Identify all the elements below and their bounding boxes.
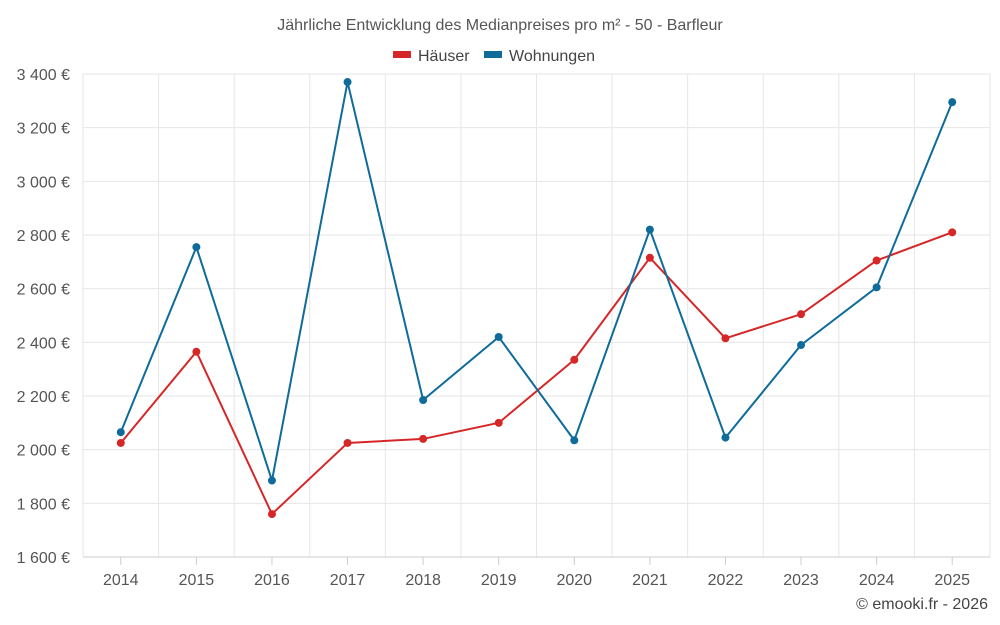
y-tick-label: 2 000 €	[17, 443, 70, 460]
y-tick-label: 2 400 €	[17, 335, 70, 352]
data-point-wohnungen-2022[interactable]	[721, 433, 730, 442]
data-point-wohnungen-2023[interactable]	[797, 341, 806, 350]
legend: Häuser Wohnungen	[393, 48, 595, 65]
data-point-wohnungen-2016[interactable]	[267, 476, 276, 485]
data-point-wohnungen-2018[interactable]	[419, 396, 428, 405]
credit-text: © emooki.fr - 2026	[856, 596, 988, 613]
data-point-haeuser-2014[interactable]	[116, 438, 125, 447]
y-tick-label: 3 400 €	[17, 67, 70, 84]
series-lines	[119, 81, 954, 516]
legend-label-haeuser[interactable]: Häuser	[418, 48, 470, 65]
x-tick-label: 2023	[783, 572, 819, 589]
data-point-wohnungen-2017[interactable]	[343, 78, 352, 87]
x-tick-label: 2018	[405, 572, 441, 589]
y-tick-label: 3 000 €	[17, 174, 70, 191]
x-tick-label: 2019	[481, 572, 517, 589]
data-point-wohnungen-2021[interactable]	[645, 225, 654, 234]
data-point-haeuser-2016[interactable]	[267, 510, 276, 519]
data-point-haeuser-2017[interactable]	[343, 438, 352, 447]
data-point-wohnungen-2025[interactable]	[948, 98, 957, 107]
data-point-wohnungen-2019[interactable]	[494, 332, 503, 341]
x-tick-label: 2022	[708, 572, 744, 589]
data-point-haeuser-2019[interactable]	[494, 418, 503, 427]
y-axis-ticks: 1 600 € 1 800 € 2 000 € 2 200 € 2 400 € 2 600…	[17, 67, 70, 567]
data-point-wohnungen-2015[interactable]	[192, 243, 201, 252]
data-point-haeuser-2022[interactable]	[721, 334, 730, 343]
y-tick-label: 3 200 €	[17, 121, 70, 138]
y-tick-label: 1 600 €	[17, 550, 70, 567]
data-point-wohnungen-2014[interactable]	[116, 428, 125, 437]
legend-swatch-wohnungen	[484, 51, 502, 58]
legend-label-wohnungen[interactable]: Wohnungen	[509, 48, 595, 65]
x-tick-label: 2014	[103, 572, 139, 589]
grid	[82, 73, 991, 558]
data-point-haeuser-2025[interactable]	[948, 228, 957, 237]
x-tick-label: 2017	[330, 572, 366, 589]
data-point-haeuser-2023[interactable]	[797, 310, 806, 319]
data-point-wohnungen-2020[interactable]	[570, 436, 579, 445]
series-line-haeuser	[120, 231, 953, 516]
series-line-wohnungen	[119, 81, 954, 482]
chart-title: Jährliche Entwicklung des Medianpreises …	[277, 17, 723, 34]
data-point-haeuser-2018[interactable]	[419, 434, 428, 443]
y-tick-label: 2 800 €	[17, 228, 70, 245]
y-tick-label: 2 600 €	[17, 282, 70, 299]
y-tick-label: 1 800 €	[17, 496, 70, 513]
x-tick-label: 2016	[254, 572, 290, 589]
x-tick-label: 2024	[859, 572, 895, 589]
data-point-haeuser-2015[interactable]	[192, 347, 201, 356]
x-tick-label: 2021	[632, 572, 668, 589]
x-tick-label: 2020	[556, 572, 592, 589]
data-point-haeuser-2020[interactable]	[570, 355, 579, 364]
data-point-wohnungen-2024[interactable]	[872, 283, 881, 292]
x-tick-label: 2025	[934, 572, 970, 589]
y-tick-label: 2 200 €	[17, 389, 70, 406]
series-points	[116, 78, 957, 519]
legend-swatch-haeuser	[393, 51, 411, 58]
data-point-haeuser-2021[interactable]	[645, 253, 654, 262]
data-point-haeuser-2024[interactable]	[872, 256, 881, 265]
x-tick-label: 2015	[179, 572, 215, 589]
x-axis-ticks: 2014 2015 2016 2017 2018 2019 2020 2021 2022 2023…	[103, 557, 970, 589]
